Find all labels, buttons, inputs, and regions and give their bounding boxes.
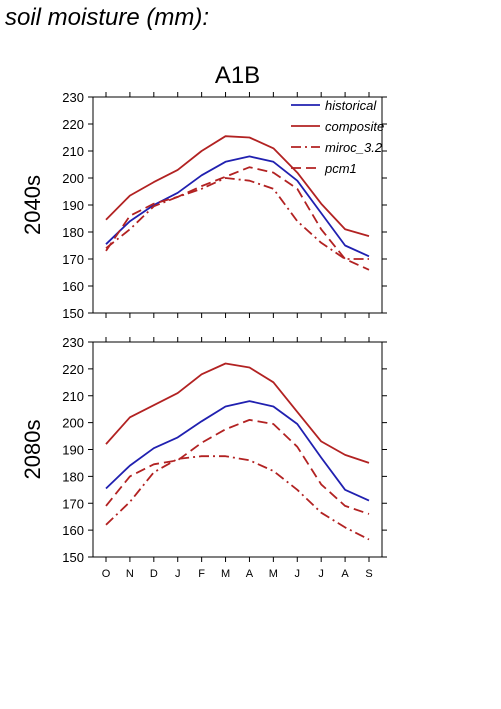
y-tick-label: 210: [62, 144, 84, 159]
x-tick-label: F: [198, 568, 205, 580]
series-line-miroc-3-2: [105, 455, 370, 541]
y-tick-label: 220: [62, 117, 84, 132]
x-tick-label: J: [318, 568, 324, 580]
y-tick-label: 170: [62, 496, 84, 511]
chart-panel-1: 150 160 170 180 190 200 210 220 230 A1B 2040s histo…: [20, 62, 387, 321]
series-line-pcm1: [105, 418, 370, 515]
x-tick-label: M: [221, 568, 230, 580]
y-tick-label: 180: [62, 225, 84, 240]
legend-label: pcm1: [324, 161, 357, 176]
series-line-pcm1: [105, 166, 370, 271]
y-tick-label: 200: [62, 416, 84, 431]
y-tick-label: 190: [62, 443, 84, 458]
row-label: 2040s: [20, 175, 45, 235]
y-tick-label: 160: [62, 279, 84, 294]
y-tick-label: 170: [62, 252, 84, 267]
legend: historical composite miroc_3.2 pcm1: [291, 98, 384, 176]
y-tick-label: 150: [62, 306, 84, 321]
x-tick-label: S: [365, 568, 372, 580]
x-tick-label: A: [341, 568, 349, 580]
x-tick-label: N: [126, 568, 134, 580]
y-tick-label: 150: [62, 550, 84, 565]
page-title: soil moisture (mm):: [5, 4, 210, 31]
y-tick-label: 220: [62, 362, 84, 377]
legend-label: historical: [325, 98, 377, 113]
series-line-historical: [105, 155, 370, 258]
series-line-composite: [105, 135, 370, 237]
x-tick-label: M: [269, 568, 278, 580]
x-tick-label: O: [102, 568, 111, 580]
x-tick-label: D: [150, 568, 158, 580]
y-tick-label: 190: [62, 198, 84, 213]
x-tick-label: J: [175, 568, 181, 580]
y-tick-label: 160: [62, 523, 84, 538]
legend-label: miroc_3.2: [325, 140, 383, 155]
x-tick-label: J: [295, 568, 301, 580]
chart-panel-2: 150 160 170 180 190 200 210 220 230 O N D J F M A M J J A S 2…: [20, 335, 387, 580]
series-line-miroc-3-2: [105, 177, 369, 260]
y-tick-label: 230: [62, 90, 84, 105]
x-tick-label: A: [246, 568, 254, 580]
plot-frame: [92, 341, 383, 558]
y-tick-label: 180: [62, 469, 84, 484]
series-line-composite: [105, 362, 370, 464]
y-tick-label: 200: [62, 171, 84, 186]
row-label: 2080s: [20, 420, 45, 480]
legend-label: composite: [325, 119, 384, 134]
series-line-historical: [105, 400, 370, 502]
y-tick-label: 210: [62, 389, 84, 404]
y-tick-label: 230: [62, 335, 84, 350]
panel-title: A1B: [215, 62, 260, 89]
